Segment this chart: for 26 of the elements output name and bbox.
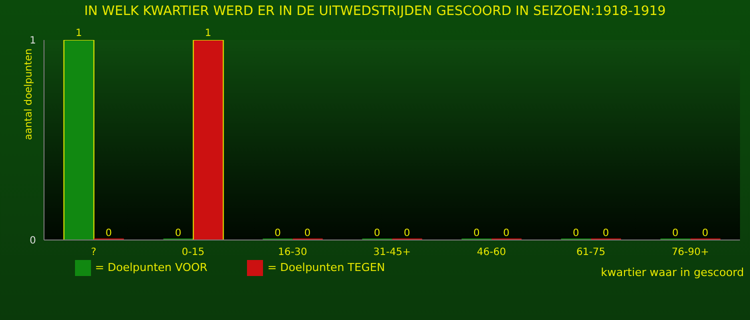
x-tick-label: ? [91, 247, 96, 258]
y-axis-title: aantal doelpunten [24, 48, 35, 140]
data-label: 0 [304, 228, 311, 239]
data-label: 0 [105, 228, 112, 239]
x-tick-label: 61-75 [576, 247, 606, 258]
x-tick-label: 46-60 [476, 247, 506, 258]
x-tick-label: 76-90+ [672, 247, 710, 258]
x-tick-label: 31-45+ [373, 247, 411, 258]
legend-label: = Doelpunten VOOR [94, 261, 208, 274]
data-label: 1 [76, 28, 82, 39]
data-label: 0 [404, 228, 410, 239]
data-label: 0 [274, 228, 281, 239]
data-label: 0 [374, 228, 380, 239]
data-label: 0 [175, 228, 182, 239]
data-label: 0 [702, 228, 708, 239]
chart-title: IN WELK KWARTIER WERD ER IN DE UITWEDSTRIJDEN GESCOORD IN SEIZOEN:1918-1919 [83, 4, 667, 19]
legend-label: = Doelpunten TEGEN [267, 261, 386, 274]
x-tick-label: 0-15 [182, 247, 204, 258]
x-axis-title: kwartier waar in gescoord [600, 266, 744, 279]
x-tick-label: 16-30 [278, 247, 308, 258]
data-label: 0 [602, 228, 609, 239]
data-label: 0 [672, 228, 679, 239]
data-label: 1 [204, 28, 212, 39]
data-label: 0 [473, 228, 480, 239]
data-label: 0 [572, 228, 580, 239]
data-label: 0 [503, 228, 510, 239]
